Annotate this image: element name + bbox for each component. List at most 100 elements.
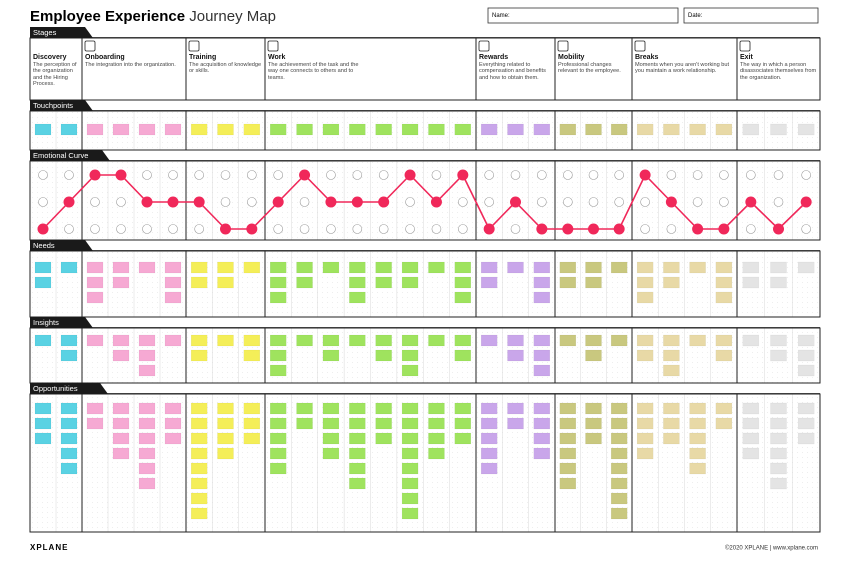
sticky-note <box>585 276 602 289</box>
emotion-face <box>484 170 494 180</box>
emotion-face <box>588 197 599 207</box>
sticky-note <box>480 432 498 445</box>
sticky-note <box>610 402 628 415</box>
sticky-note <box>663 123 680 136</box>
emotion-face <box>484 197 494 207</box>
emotion-face <box>38 170 48 180</box>
date-box[interactable] <box>683 7 819 24</box>
sticky-note <box>269 462 287 475</box>
emotion-face <box>194 224 204 234</box>
sticky-note <box>112 261 130 274</box>
sticky-note <box>112 432 130 445</box>
sticky-note <box>296 402 313 415</box>
sticky-note <box>349 462 366 475</box>
sticky-note <box>243 402 261 415</box>
sticky-note <box>689 123 706 136</box>
sticky-note <box>86 276 104 289</box>
sticky-note <box>533 349 551 362</box>
emotion-face <box>326 224 336 234</box>
sticky-note <box>454 261 472 274</box>
emotion-face <box>220 170 231 180</box>
sticky-note <box>269 276 287 289</box>
sticky-note <box>349 261 366 274</box>
sticky-note <box>60 261 78 274</box>
sticky-note <box>190 334 208 347</box>
sticky-note <box>797 334 815 347</box>
sticky-note <box>533 261 551 274</box>
sticky-note <box>243 261 261 274</box>
stage-description: The perception of the organization and t… <box>33 62 77 88</box>
sticky-note <box>559 432 577 445</box>
emotion-face <box>746 170 756 180</box>
sticky-note <box>401 477 419 490</box>
sticky-note <box>770 334 787 347</box>
sticky-note <box>375 261 392 274</box>
sticky-note <box>138 349 156 362</box>
sticky-note <box>610 432 628 445</box>
emotion-face <box>614 170 624 180</box>
row-border <box>29 110 821 151</box>
sticky-note <box>585 432 602 445</box>
sticky-note <box>533 291 551 304</box>
emotion-face <box>510 170 521 180</box>
sticky-note <box>269 402 287 415</box>
row-bg <box>30 38 820 100</box>
sticky-note <box>715 417 733 430</box>
emotional-curve-point <box>510 196 521 208</box>
sticky-note <box>480 417 498 430</box>
sticky-note <box>559 276 577 289</box>
sticky-note <box>138 334 156 347</box>
stage-name: Work <box>268 54 286 61</box>
sticky-note <box>797 261 815 274</box>
stage-icon <box>478 40 490 52</box>
sticky-note <box>610 447 628 460</box>
emotional-curve-point <box>220 223 231 235</box>
sticky-note <box>34 417 52 430</box>
emotional-curve-point <box>89 169 101 181</box>
section-tab <box>30 240 93 251</box>
sticky-note <box>86 334 104 347</box>
sticky-note <box>401 447 419 460</box>
emotion-face <box>90 224 100 234</box>
stage-description: The achievement of the task and the way … <box>268 62 359 81</box>
row-bg <box>30 394 820 532</box>
sticky-note <box>636 291 654 304</box>
sticky-note <box>217 123 234 136</box>
title: Employee Experience Journey Map <box>30 8 276 25</box>
sticky-note <box>610 462 628 475</box>
stage: Exit The way in which a person disassocia… <box>740 54 817 81</box>
sticky-note <box>454 349 472 362</box>
sticky-note <box>112 334 130 347</box>
sticky-note <box>86 291 104 304</box>
stage-description: The acquisition of knowledge or skills. <box>189 62 262 75</box>
sticky-note <box>112 447 130 460</box>
sticky-note <box>559 261 577 274</box>
stage: Work The achievement of the task and the … <box>268 54 363 81</box>
section-tab <box>30 27 93 38</box>
copyright: ©2020 XPLANE | www.xplane.com <box>725 545 818 552</box>
sticky-note <box>401 432 419 445</box>
sticky-note <box>269 447 287 460</box>
sticky-note <box>715 291 733 304</box>
stage-name: Breaks <box>635 54 659 61</box>
sticky-note <box>190 276 208 289</box>
stage: Discovery The perception of the organizat… <box>33 54 79 88</box>
sticky-note <box>164 261 182 274</box>
sticky-note <box>401 276 419 289</box>
emotional-curve-point <box>115 169 127 181</box>
sticky-note <box>60 334 78 347</box>
emotion-face <box>352 224 363 234</box>
sticky-note <box>34 432 52 445</box>
sticky-note <box>797 364 815 377</box>
stage: Mobility Professional changes relevant to… <box>558 54 629 75</box>
sticky-note <box>636 334 654 347</box>
section-label: Needs <box>33 241 55 250</box>
emotional-curve-point <box>246 223 258 235</box>
name-box[interactable] <box>487 7 679 24</box>
sticky-note <box>34 261 52 274</box>
emotion-face <box>247 197 257 207</box>
sticky-note <box>742 417 760 430</box>
sticky-note <box>689 402 706 415</box>
stage-description: The integration into the organization. <box>85 62 176 68</box>
